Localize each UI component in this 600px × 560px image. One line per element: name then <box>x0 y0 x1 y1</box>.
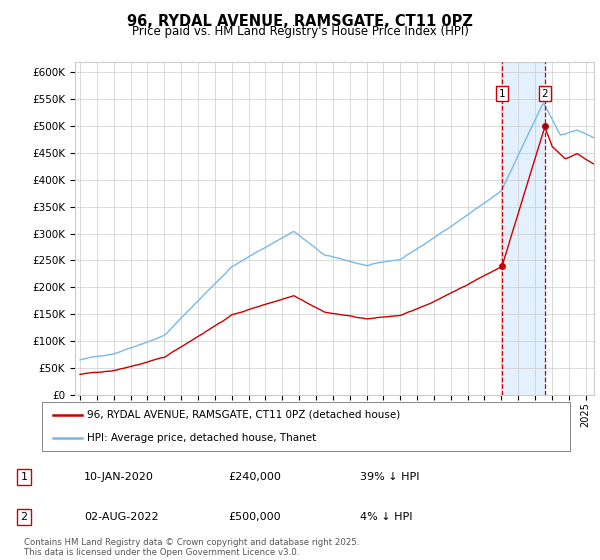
Text: £500,000: £500,000 <box>228 512 281 522</box>
Text: 4% ↓ HPI: 4% ↓ HPI <box>360 512 413 522</box>
Text: 10-JAN-2020: 10-JAN-2020 <box>84 472 154 482</box>
Text: 2: 2 <box>541 89 548 99</box>
Text: 02-AUG-2022: 02-AUG-2022 <box>84 512 158 522</box>
Text: 39% ↓ HPI: 39% ↓ HPI <box>360 472 419 482</box>
Text: 1: 1 <box>20 472 28 482</box>
Text: Contains HM Land Registry data © Crown copyright and database right 2025.
This d: Contains HM Land Registry data © Crown c… <box>24 538 359 557</box>
Bar <box>502 62 545 395</box>
Text: HPI: Average price, detached house, Thanet: HPI: Average price, detached house, Than… <box>87 433 316 444</box>
Text: 96, RYDAL AVENUE, RAMSGATE, CT11 0PZ: 96, RYDAL AVENUE, RAMSGATE, CT11 0PZ <box>127 14 473 29</box>
Text: 1: 1 <box>499 89 505 99</box>
Text: 96, RYDAL AVENUE, RAMSGATE, CT11 0PZ (detached house): 96, RYDAL AVENUE, RAMSGATE, CT11 0PZ (de… <box>87 410 400 420</box>
Text: 2: 2 <box>20 512 28 522</box>
Text: Price paid vs. HM Land Registry's House Price Index (HPI): Price paid vs. HM Land Registry's House … <box>131 25 469 38</box>
Text: £240,000: £240,000 <box>228 472 281 482</box>
